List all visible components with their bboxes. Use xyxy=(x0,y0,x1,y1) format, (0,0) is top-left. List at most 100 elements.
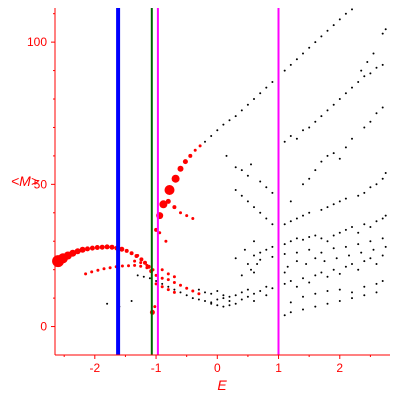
black-data-point xyxy=(323,260,326,263)
black-data-point xyxy=(314,305,317,308)
black-data-point xyxy=(351,86,353,89)
black-data-point xyxy=(372,52,375,55)
red-data-point xyxy=(127,264,130,268)
black-data-point xyxy=(375,263,378,265)
black-data-point xyxy=(381,63,384,66)
black-data-point xyxy=(259,211,262,214)
black-data-point xyxy=(210,135,213,137)
black-data-point xyxy=(351,291,353,294)
black-data-point xyxy=(338,200,341,203)
black-data-point xyxy=(204,140,206,143)
black-data-point xyxy=(320,251,323,254)
red-data-point xyxy=(179,283,182,287)
black-data-point xyxy=(246,103,249,106)
black-data-point xyxy=(283,314,286,317)
red-data-point xyxy=(172,290,176,294)
black-data-point xyxy=(338,288,341,291)
black-data-point xyxy=(332,247,335,250)
red-data-point xyxy=(104,244,110,250)
black-data-point xyxy=(351,8,353,11)
tick-layer: -2 -1 0 1 2 0 50 100 xyxy=(27,13,371,375)
black-data-point xyxy=(286,265,289,268)
black-data-point xyxy=(363,191,366,194)
black-data-point xyxy=(375,282,378,285)
black-data-point xyxy=(240,274,243,277)
black-data-point xyxy=(191,297,194,300)
black-data-point xyxy=(295,137,298,140)
black-data-point xyxy=(283,69,286,72)
black-data-point xyxy=(289,220,292,223)
black-data-point xyxy=(289,63,292,66)
black-data-point xyxy=(338,18,341,21)
black-data-point xyxy=(381,177,384,180)
black-data-point xyxy=(302,183,304,186)
black-data-point xyxy=(265,186,268,189)
black-data-point xyxy=(338,157,341,160)
black-data-point xyxy=(253,300,255,302)
black-data-point xyxy=(351,297,353,300)
black-data-point xyxy=(332,152,335,155)
black-data-point xyxy=(308,126,311,129)
black-data-point xyxy=(295,285,298,288)
red-data-point xyxy=(160,276,164,280)
black-data-point xyxy=(302,295,304,298)
red-data-point xyxy=(153,305,157,309)
red-data-point xyxy=(165,198,171,204)
red-data-point xyxy=(191,217,195,220)
black-data-point xyxy=(384,28,387,31)
black-data-point xyxy=(167,285,170,288)
black-data-point xyxy=(344,197,347,200)
black-data-point xyxy=(259,290,262,292)
black-data-point xyxy=(228,300,231,302)
black-data-point xyxy=(204,300,206,302)
black-data-point xyxy=(240,298,243,301)
black-data-point xyxy=(369,186,372,189)
black-data-point xyxy=(271,245,274,248)
black-data-point xyxy=(363,260,366,263)
black-data-point xyxy=(289,240,292,243)
black-data-point xyxy=(314,234,317,237)
red-data-point xyxy=(166,278,170,282)
black-data-point xyxy=(326,290,329,292)
black-data-point xyxy=(363,75,366,78)
black-data-point xyxy=(335,257,338,260)
black-data-point xyxy=(308,211,311,214)
black-data-point xyxy=(253,206,255,209)
black-data-point xyxy=(228,304,231,307)
red-data-point xyxy=(177,165,184,172)
black-data-point xyxy=(289,301,292,304)
black-data-point xyxy=(222,305,225,308)
black-data-point xyxy=(338,231,341,234)
black-data-point xyxy=(142,275,145,278)
black-data-point xyxy=(375,112,378,115)
black-data-point xyxy=(384,245,387,248)
black-data-point xyxy=(351,226,353,228)
black-data-point xyxy=(332,203,335,206)
black-data-point xyxy=(161,282,164,285)
red-data-point xyxy=(79,246,86,253)
black-data-point xyxy=(308,281,311,284)
red-data-point xyxy=(166,288,170,292)
black-data-point xyxy=(246,200,249,203)
red-data-point xyxy=(90,270,94,274)
black-data-point xyxy=(295,58,298,61)
black-data-point xyxy=(289,311,292,314)
black-data-point xyxy=(228,119,231,122)
red-data-point xyxy=(109,244,115,250)
black-data-point xyxy=(240,169,243,172)
black-data-point xyxy=(246,174,249,177)
black-data-point xyxy=(381,280,384,282)
black-data-point xyxy=(326,240,329,243)
black-data-point xyxy=(259,180,262,183)
black-data-point xyxy=(265,217,268,220)
y-axis-label: <M> xyxy=(11,173,39,189)
black-data-point xyxy=(375,66,378,69)
red-data-point xyxy=(198,144,202,148)
red-data-point xyxy=(182,159,188,165)
black-data-point xyxy=(308,177,311,180)
red-data-point xyxy=(119,246,125,252)
red-data-point xyxy=(120,264,124,268)
black-data-point xyxy=(360,251,363,254)
black-data-point xyxy=(234,115,237,118)
